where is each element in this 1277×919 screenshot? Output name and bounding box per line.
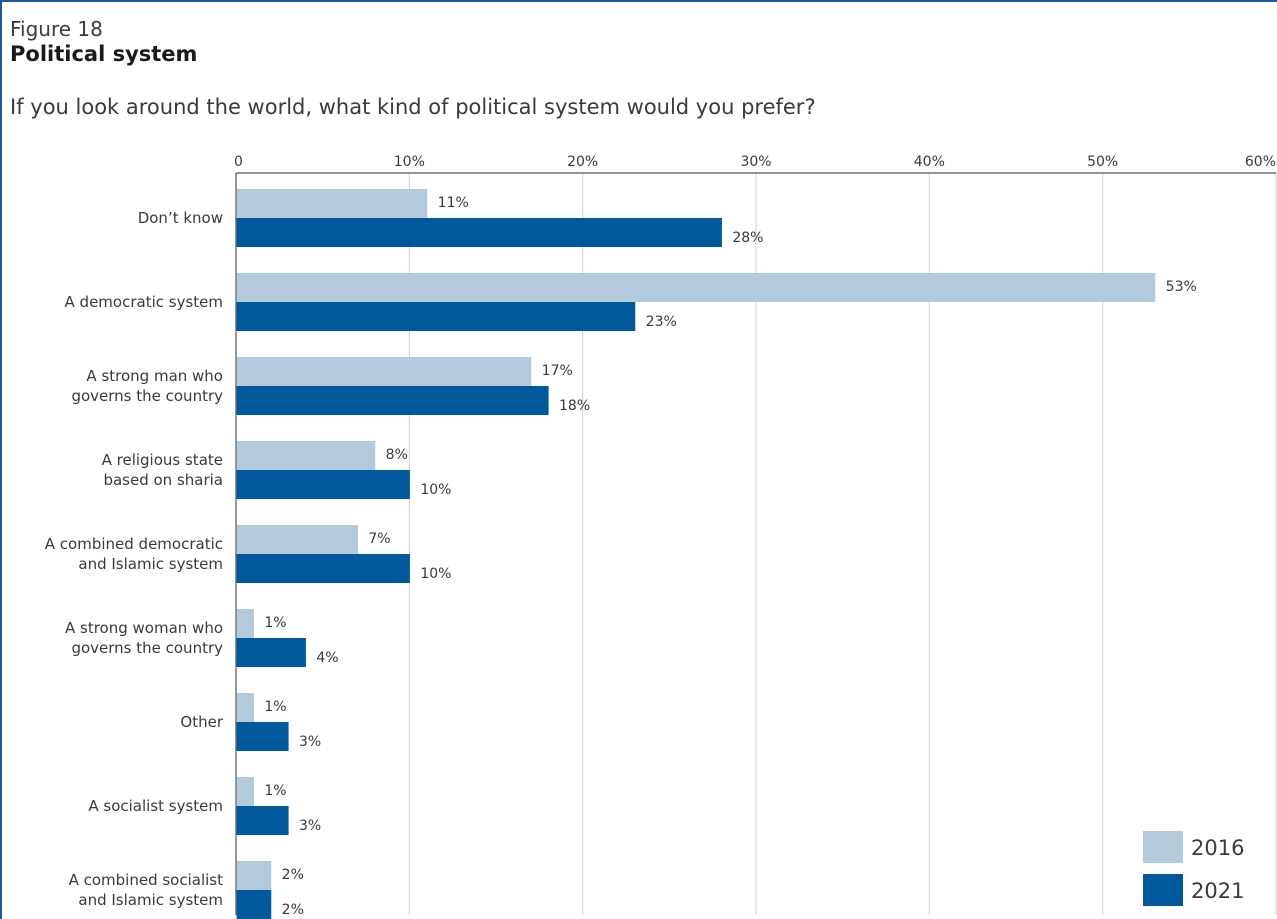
- x-tick-label: 30%: [740, 154, 771, 170]
- x-tick-label: 20%: [567, 154, 598, 170]
- data-label: 18%: [559, 398, 590, 414]
- data-label: 7%: [368, 531, 390, 547]
- data-label: 53%: [1166, 279, 1197, 295]
- category-label: A religious state: [102, 451, 223, 469]
- category-label: Other: [180, 713, 223, 731]
- legend-swatch-2016: [1143, 831, 1183, 863]
- data-label: 8%: [386, 447, 408, 463]
- legend-label: 2016: [1191, 836, 1244, 860]
- bar-2021-2: [236, 386, 549, 415]
- category-label: A combined socialist: [69, 871, 224, 889]
- bar-2016-6: [236, 693, 254, 722]
- category-label: and Islamic system: [78, 555, 223, 573]
- category-label: A socialist system: [88, 797, 223, 815]
- x-tick-label: 0: [234, 154, 243, 170]
- data-label: 3%: [299, 818, 321, 834]
- bar-2016-2: [236, 357, 532, 386]
- bar-2021-0: [236, 218, 722, 247]
- figure-title: Political system: [10, 42, 198, 66]
- category-label: Don’t know: [138, 209, 223, 227]
- bar-2021-6: [236, 722, 289, 751]
- legend-label: 2021: [1191, 879, 1244, 903]
- data-label: 11%: [438, 195, 469, 211]
- data-label: 1%: [264, 615, 286, 631]
- bar-2021-7: [236, 806, 289, 835]
- data-label: 28%: [732, 230, 763, 246]
- figure-number: Figure 18: [10, 17, 103, 41]
- x-tick-label: 50%: [1087, 154, 1118, 170]
- bar-2016-7: [236, 777, 254, 806]
- category-label: and Islamic system: [78, 891, 223, 909]
- bar-2016-4: [236, 525, 358, 554]
- legend-swatch-2021: [1143, 874, 1183, 906]
- data-label: 2%: [282, 867, 304, 883]
- category-label: based on sharia: [103, 471, 223, 489]
- data-label: 4%: [316, 650, 338, 666]
- bar-2016-5: [236, 609, 254, 638]
- category-label: governs the country: [71, 387, 223, 405]
- x-tick-label: 10%: [394, 154, 425, 170]
- bar-2021-8: [236, 890, 272, 919]
- data-label: 23%: [646, 314, 677, 330]
- data-label: 1%: [264, 783, 286, 799]
- bar-2016-3: [236, 441, 376, 470]
- category-label: A strong man who: [86, 367, 223, 385]
- category-label: A combined democratic: [45, 535, 223, 553]
- data-label: 10%: [420, 566, 451, 582]
- bar-2021-3: [236, 470, 410, 499]
- category-label: A strong woman who: [65, 619, 223, 637]
- data-label: 2%: [282, 902, 304, 918]
- bar-2016-1: [236, 273, 1156, 302]
- x-tick-label: 40%: [914, 154, 945, 170]
- data-label: 17%: [542, 363, 573, 379]
- bar-2016-8: [236, 861, 272, 890]
- data-label: 3%: [299, 734, 321, 750]
- category-label: governs the country: [71, 639, 223, 657]
- bar-2021-4: [236, 554, 410, 583]
- figure-subtitle: If you look around the world, what kind …: [10, 95, 816, 119]
- data-label: 10%: [420, 482, 451, 498]
- bar-2021-5: [236, 638, 306, 667]
- x-tick-label: 60%: [1245, 154, 1276, 170]
- bar-2016-0: [236, 189, 428, 218]
- category-label: A democratic system: [65, 293, 223, 311]
- bar-2021-1: [236, 302, 636, 331]
- data-label: 1%: [264, 699, 286, 715]
